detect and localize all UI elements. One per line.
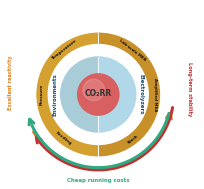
- Wedge shape: [36, 33, 98, 156]
- Circle shape: [78, 74, 119, 115]
- Text: CO₂RR: CO₂RR: [85, 89, 112, 98]
- Wedge shape: [61, 57, 98, 132]
- Wedge shape: [98, 57, 136, 132]
- Circle shape: [83, 79, 104, 101]
- Text: Feeding: Feeding: [55, 131, 72, 146]
- Text: Cheap running costs: Cheap running costs: [67, 178, 130, 183]
- Text: Lab-scale MEA: Lab-scale MEA: [119, 39, 147, 62]
- Text: Environments: Environments: [53, 73, 58, 116]
- Text: Long-term stability: Long-term stability: [187, 62, 192, 116]
- Text: Amplified MEA: Amplified MEA: [153, 78, 156, 111]
- Text: Electrolyzers: Electrolyzers: [139, 74, 144, 115]
- Text: Excellent reactivity: Excellent reactivity: [8, 56, 13, 111]
- Text: Stack: Stack: [127, 133, 139, 144]
- Text: Pressure: Pressure: [40, 84, 44, 105]
- Wedge shape: [98, 33, 160, 156]
- Text: Temperature: Temperature: [50, 39, 77, 61]
